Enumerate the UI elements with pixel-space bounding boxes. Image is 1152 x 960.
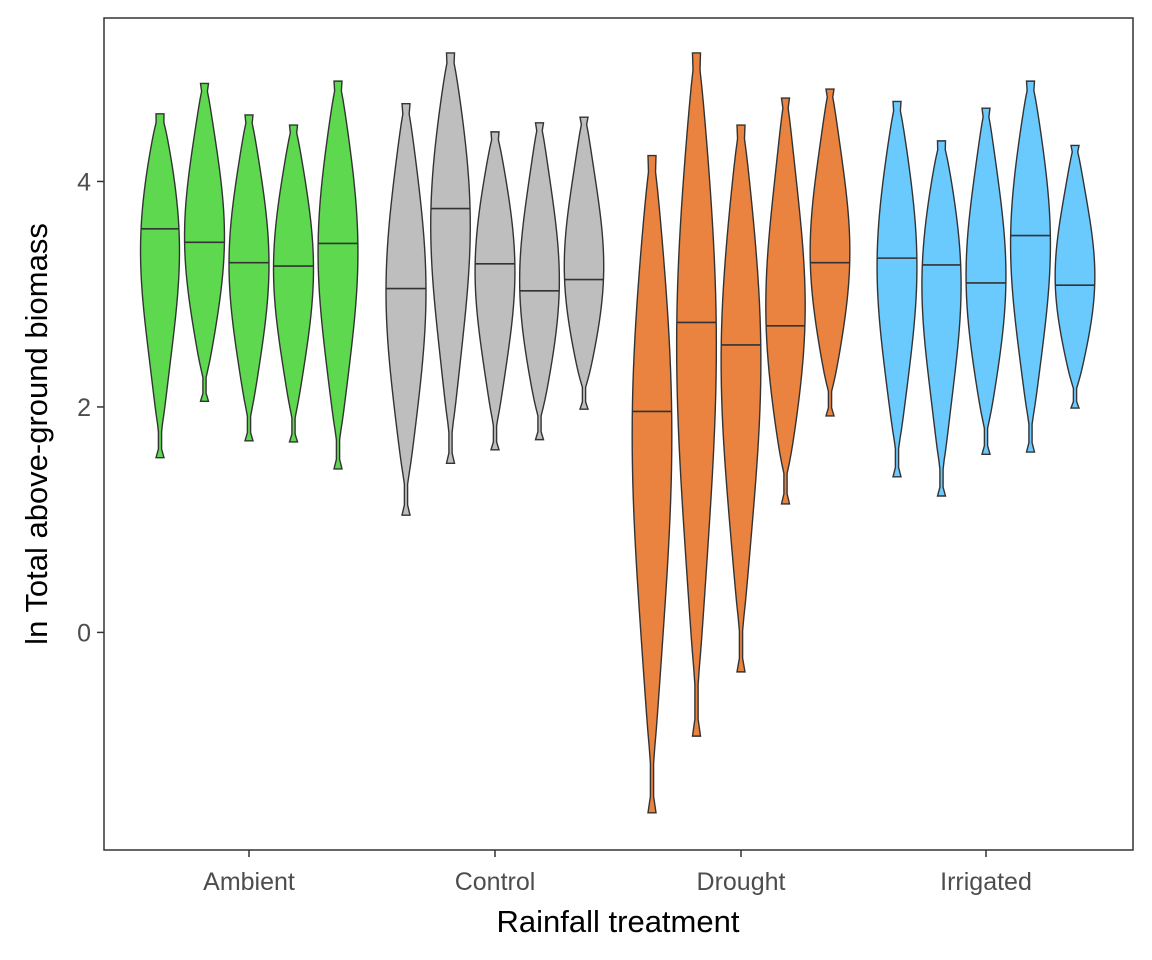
violin-drought-5: [809, 88, 851, 417]
y-axis-title: ln Total above-ground biomass: [19, 223, 54, 645]
violin-ambient-5: [317, 80, 359, 470]
violin-irrigated-1: [876, 100, 918, 478]
violin-drought-4: [765, 97, 806, 505]
violin-control-1: [385, 102, 427, 516]
violin-control-3: [474, 131, 516, 451]
violin-ambient-3: [228, 114, 270, 442]
violin-drought-2: [675, 52, 718, 737]
y-tick-label: 0: [77, 619, 91, 647]
x-tick-label-ambient: Ambient: [203, 868, 295, 896]
violin-irrigated-2: [921, 140, 962, 497]
x-axis: Ambient Control Drought Irrigated: [203, 850, 1032, 896]
violin-ambient-1: [139, 113, 181, 459]
violin-control-5: [563, 116, 605, 410]
violin-control-2: [430, 52, 471, 465]
violin-irrigated-4: [1009, 80, 1052, 453]
x-tick-label-drought: Drought: [697, 868, 786, 896]
plot-background: [103, 17, 1134, 851]
violin-irrigated-5: [1054, 144, 1096, 409]
y-tick-label: 2: [77, 394, 91, 422]
y-tick-label: 4: [77, 168, 91, 196]
x-tick-label-control: Control: [455, 868, 536, 896]
violin-irrigated-3: [965, 107, 1007, 455]
x-tick-label-irrigated: Irrigated: [940, 868, 1032, 896]
violin-ambient-4: [272, 124, 315, 443]
violin-control-4: [518, 122, 561, 441]
violin-drought-3: [720, 124, 762, 673]
y-axis: 0 2 4: [77, 168, 104, 647]
violin-drought-1: [631, 154, 673, 814]
x-axis-title: Rainfall treatment: [497, 904, 740, 939]
violin-layer: [139, 52, 1096, 814]
